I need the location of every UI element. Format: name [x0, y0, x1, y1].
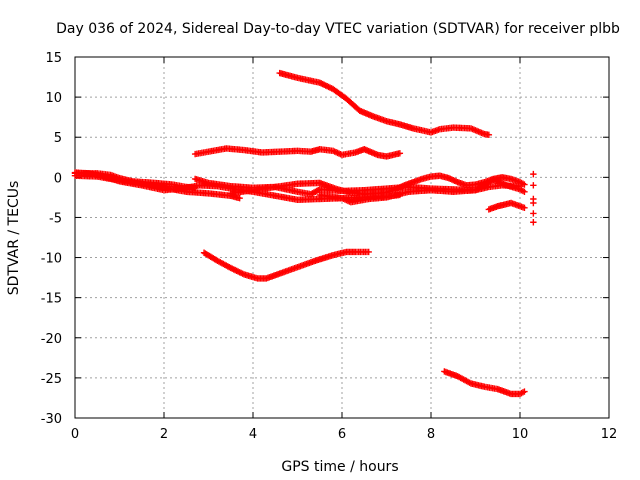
y-tick-label: -15: [41, 292, 62, 307]
data-point: [396, 150, 404, 157]
data-point: [521, 204, 528, 212]
axis-ticks: [74, 56, 610, 419]
gridlines: [75, 57, 609, 418]
x-tick-label: 0: [71, 427, 79, 442]
chart-title: Day 036 of 2024, Sidereal Day-to-day VTE…: [56, 21, 620, 37]
series-track-12: [530, 170, 537, 226]
x-tick-label: 10: [512, 427, 529, 442]
y-tick-label: 0: [54, 171, 62, 186]
data-point: [365, 248, 372, 256]
y-tick-labels: 15 10 5 0 -5 -10 -15 -20 -25 -30: [41, 51, 62, 427]
y-tick-label: -20: [41, 332, 62, 347]
data-point: [236, 194, 243, 202]
data-point: [530, 219, 537, 226]
y-tick-label: 15: [45, 51, 62, 66]
data-point: [530, 182, 537, 189]
y-tick-label: -5: [49, 211, 62, 226]
data-point: [521, 181, 528, 188]
data-point: [530, 199, 537, 207]
y-tick-label: 10: [45, 91, 62, 106]
x-axis-label: GPS time / hours: [281, 459, 398, 475]
y-tick-label: -25: [41, 372, 62, 387]
x-tick-label: 2: [160, 427, 168, 442]
x-tick-label: 6: [338, 427, 346, 442]
data-point: [485, 131, 493, 139]
data-point: [530, 210, 537, 217]
y-tick-label: -30: [41, 412, 62, 427]
data-point: [521, 388, 528, 395]
data-point: [530, 170, 537, 178]
series-track-9: [200, 248, 372, 282]
x-tick-label: 12: [601, 427, 618, 442]
series-track-10: [441, 368, 528, 398]
data-series: [71, 69, 537, 398]
series-track-7: [191, 145, 404, 160]
x-tick-label: 4: [249, 427, 257, 442]
y-axis-label: SDTVAR / TECUs: [6, 181, 22, 296]
series-track-8: [276, 69, 493, 139]
series-track-11: [485, 199, 528, 213]
x-tick-label: 8: [427, 427, 435, 442]
x-tick-labels: 0 2 4 6 8 10 12: [71, 427, 617, 442]
data-point: [521, 188, 528, 195]
y-tick-label: -10: [41, 252, 62, 267]
y-tick-label: 5: [54, 131, 62, 146]
series-track-6: [316, 176, 528, 206]
